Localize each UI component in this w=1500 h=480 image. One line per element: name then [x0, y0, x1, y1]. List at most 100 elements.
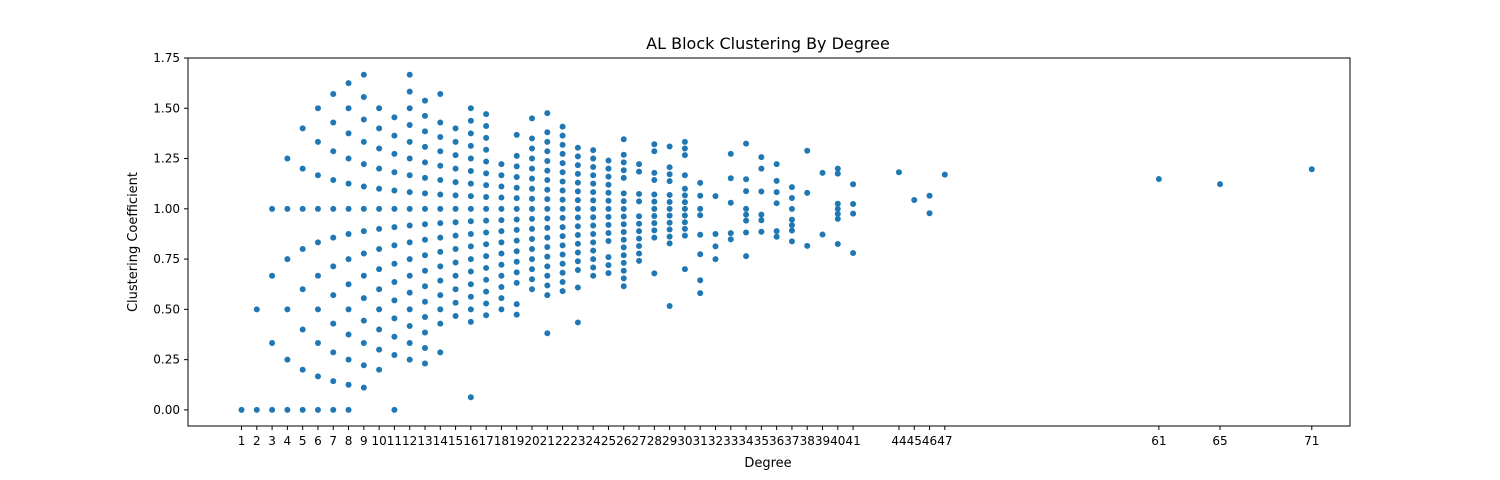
data-point: [483, 122, 490, 129]
data-point: [727, 236, 734, 243]
data-point: [712, 193, 719, 200]
data-point: [773, 233, 780, 240]
data-point: [483, 111, 490, 118]
data-point: [406, 71, 413, 78]
data-point: [727, 175, 734, 182]
data-point: [284, 256, 291, 263]
data-point: [559, 279, 566, 286]
data-point: [391, 315, 398, 322]
x-tick-label: 3: [268, 434, 276, 448]
data-point: [590, 230, 597, 237]
data-point: [666, 302, 673, 309]
x-tick-label: 7: [329, 434, 337, 448]
data-point: [544, 167, 551, 174]
y-tick-label: 1.50: [153, 101, 180, 115]
data-point: [299, 366, 306, 373]
x-tick-label: 9: [360, 434, 368, 448]
data-point: [773, 177, 780, 184]
data-point: [834, 241, 841, 248]
data-point: [590, 197, 597, 204]
data-point: [559, 141, 566, 148]
data-point: [788, 222, 795, 229]
data-point: [376, 266, 383, 273]
data-point: [391, 205, 398, 212]
data-point: [513, 311, 520, 318]
data-point: [467, 318, 474, 325]
data-point: [330, 119, 337, 126]
data-point: [666, 212, 673, 219]
data-point: [452, 138, 459, 145]
data-point: [345, 80, 352, 87]
data-point: [559, 123, 566, 130]
y-tick-label: 0.00: [153, 403, 180, 417]
data-point: [529, 135, 536, 142]
data-point: [330, 292, 337, 299]
data-point: [483, 264, 490, 271]
data-point: [620, 221, 627, 228]
data-point: [620, 228, 627, 235]
data-point: [666, 178, 673, 185]
data-point: [651, 270, 658, 277]
data-point: [697, 192, 704, 199]
data-point: [574, 266, 581, 273]
x-tick-label: 8: [345, 434, 353, 448]
data-point: [467, 268, 474, 275]
data-point: [360, 228, 367, 235]
data-point: [269, 205, 276, 212]
data-point: [620, 275, 627, 282]
data-point: [636, 250, 643, 257]
data-point: [819, 231, 826, 238]
data-point: [330, 177, 337, 184]
data-point: [651, 141, 658, 148]
data-point: [529, 195, 536, 202]
data-point: [238, 406, 245, 413]
data-point: [437, 306, 444, 313]
data-point: [590, 272, 597, 279]
data-point: [437, 234, 444, 241]
data-point: [452, 259, 459, 266]
data-point: [483, 241, 490, 248]
data-point: [406, 121, 413, 128]
data-point: [345, 180, 352, 187]
data-point: [743, 211, 750, 218]
data-point: [421, 205, 428, 212]
data-point: [544, 330, 551, 337]
data-point: [834, 210, 841, 217]
data-point: [483, 134, 490, 141]
data-point: [574, 258, 581, 265]
data-point: [498, 239, 505, 246]
data-point: [437, 320, 444, 327]
x-tick-label: 26: [616, 434, 631, 448]
data-point: [483, 170, 490, 177]
data-point: [314, 239, 321, 246]
data-point: [743, 217, 750, 224]
data-point: [834, 170, 841, 177]
x-tick-label: 11: [387, 434, 402, 448]
data-point: [360, 183, 367, 190]
data-point: [636, 235, 643, 242]
data-point: [559, 214, 566, 221]
x-tick-label: 65: [1212, 434, 1227, 448]
data-point: [590, 222, 597, 229]
data-point: [376, 145, 383, 152]
data-point: [850, 200, 857, 207]
data-point: [544, 138, 551, 145]
data-point: [376, 306, 383, 313]
data-point: [544, 148, 551, 155]
data-point: [467, 130, 474, 137]
data-point: [437, 91, 444, 97]
data-point: [406, 189, 413, 196]
data-point: [452, 246, 459, 253]
data-point: [850, 181, 857, 188]
data-point: [544, 196, 551, 203]
data-point: [421, 267, 428, 274]
data-point: [544, 272, 551, 279]
data-point: [529, 145, 536, 152]
data-point: [345, 281, 352, 288]
data-point: [467, 256, 474, 263]
data-point: [345, 130, 352, 137]
data-point: [452, 179, 459, 186]
data-point: [452, 286, 459, 293]
data-point: [314, 306, 321, 313]
data-point: [620, 259, 627, 266]
